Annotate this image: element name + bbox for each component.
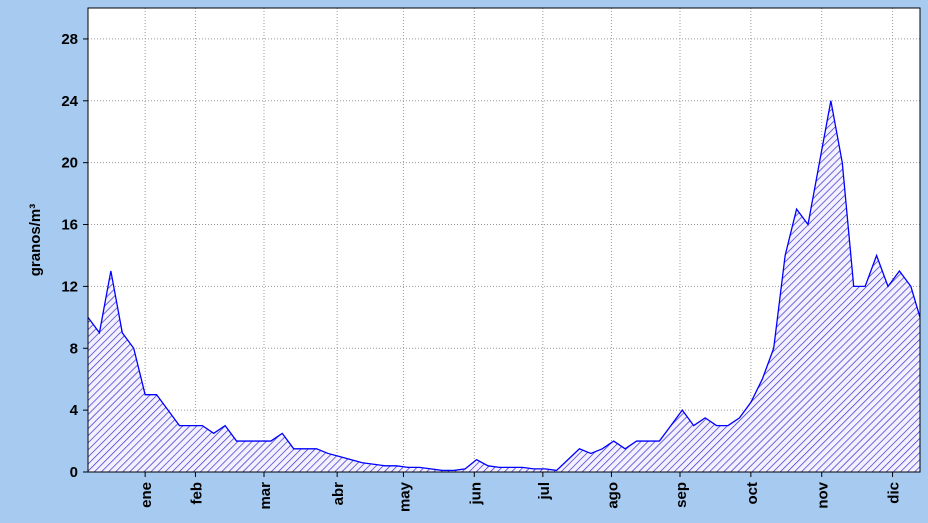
x-tick-label: mar (257, 482, 274, 510)
plot-border (87, 7, 921, 473)
y-tick-label: 16 (61, 217, 78, 234)
x-tick-label: nov (815, 481, 832, 508)
x-tick-label: ene (138, 482, 155, 508)
x-tick-label: sep (673, 482, 690, 508)
x-tick-label: jun (467, 482, 484, 506)
x-tick-label: abr (330, 482, 347, 506)
area (88, 100, 920, 473)
x-tick-label: oct (744, 482, 761, 505)
y-axis-label: granos/m³ (27, 204, 44, 277)
y-tick-label: 28 (61, 31, 78, 48)
y-tick-label: 20 (61, 155, 78, 172)
y-tick-label: 12 (61, 278, 78, 295)
y-tick-label: 4 (70, 402, 79, 419)
x-tick-label: dic (886, 482, 903, 504)
y-tick-label: 8 (70, 340, 78, 357)
x-tick-label: feb (188, 482, 205, 505)
x-tick-label: jul (536, 482, 553, 501)
y-tick-label: 24 (61, 93, 78, 110)
x-tick-label: ago (604, 482, 621, 509)
line (87, 100, 921, 472)
x-tick-label: may (396, 481, 413, 512)
y-tick-label: 0 (70, 464, 78, 481)
